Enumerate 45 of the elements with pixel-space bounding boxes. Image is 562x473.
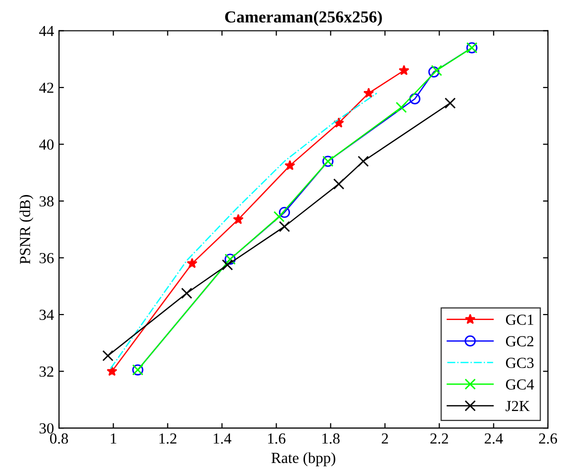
y-axis-title: PSNR (dB) [19,195,34,264]
y-tick-label: 44 [39,26,54,36]
point [102,350,114,362]
legend-label: GC1 [506,314,534,325]
y-tick-label: 38 [40,196,54,206]
x-tick-label: 1 [110,433,116,444]
point [186,258,198,268]
point [181,288,192,299]
x-tick-label: 2.2 [430,433,448,444]
point [428,66,440,78]
point [222,259,233,270]
x-tick-label: 0.8 [50,433,68,444]
point [278,206,290,218]
x-tick-label: 2.4 [484,433,503,444]
x-tick-label: 2.6 [539,433,558,444]
point [396,102,407,113]
legend-label: GC4 [506,379,534,390]
point [333,178,344,190]
legend-label: J2K [506,400,530,412]
x-tick-label: 1.6 [268,433,286,444]
point [358,156,369,167]
legend-label: GC2 [506,336,534,346]
y-tick-label: 36 [40,252,54,264]
y-tick-label: 32 [40,366,54,377]
y-tick-label: 42 [39,82,54,93]
x-tick-label: 1.8 [322,433,340,444]
x-tick-label: 1.2 [159,433,176,444]
x-tick-label: 1.4 [214,433,232,444]
point [273,211,285,222]
point [409,93,420,104]
y-tick-label: 34 [40,310,54,320]
point [232,214,244,224]
x-axis-title: Rate (bpp) [271,452,336,466]
y-tick-label: 30 [40,423,54,434]
point [363,88,374,98]
point [284,160,296,170]
point [106,366,118,376]
chart-title: Cameraman(256x256) [225,10,382,26]
legend-label: GC3 [506,358,534,368]
point [444,98,456,109]
point [431,64,442,76]
point [278,221,290,232]
x-tick-label: 2 [382,433,388,444]
y-tick-label: 40 [39,139,54,150]
point [398,64,410,76]
